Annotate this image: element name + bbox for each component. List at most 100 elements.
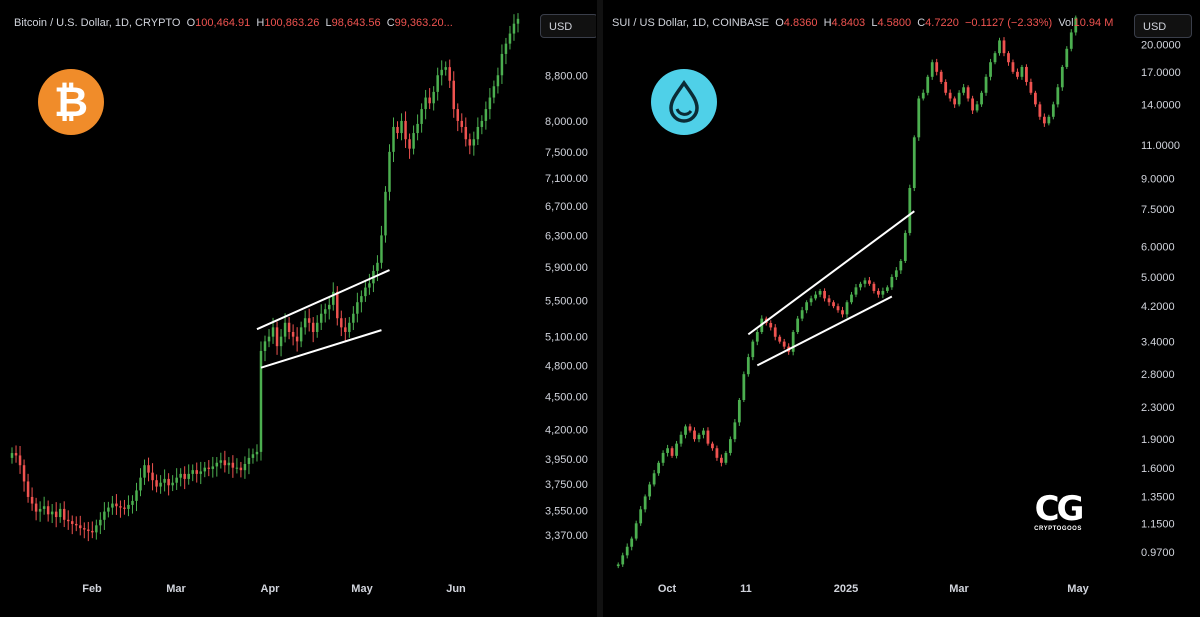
sui-change-value: −0.1127 (−2.33%)	[964, 17, 1053, 29]
sui-symbol: SUI / US Dollar, 1D, COINBASE	[612, 17, 770, 29]
sui-chart[interactable]: 20.0000 17.0000 14.0000 11.0000 9.0000 7.5000…	[604, 0, 1200, 617]
btc-candle-body	[191, 470, 194, 474]
sui-open-value: 4.8360	[783, 17, 818, 29]
btc-candle-body	[22, 465, 26, 482]
btc-open-label: O	[186, 17, 196, 29]
btc-y-tick: 4,500.00	[545, 392, 588, 404]
btc-high-label: H	[256, 17, 265, 29]
btc-x-tick: May	[351, 583, 373, 595]
btc-candle-body	[504, 43, 508, 54]
btc-candle-body	[123, 507, 126, 509]
btc-candle-body	[215, 462, 219, 467]
btc-candle-body	[340, 318, 343, 328]
sui-candle-body	[930, 62, 934, 77]
btc-candle-body	[147, 465, 150, 473]
sui-y-tick: 2.8000	[1141, 369, 1175, 381]
sui-currency-button[interactable]: USD	[1134, 14, 1192, 38]
btc-candle-body	[111, 503, 114, 508]
btc-candle-body	[328, 304, 331, 310]
btc-candle-body	[295, 336, 299, 342]
btc-chart-panel[interactable]: 8,800.00 8,000.00 7,500.00 7,100.00 6,700.00…	[0, 0, 596, 617]
sui-candle-body	[706, 430, 710, 444]
btc-candle-body	[42, 506, 46, 509]
sui-candle-body	[666, 448, 669, 453]
sui-y-tick: 1.3500	[1141, 491, 1175, 503]
sui-candle-body	[841, 310, 844, 315]
sui-candle-body	[684, 426, 687, 435]
sui-candle-body	[616, 564, 620, 567]
sui-candle-body	[966, 87, 970, 99]
btc-candle-body	[472, 139, 476, 146]
sui-candle-body	[809, 298, 813, 303]
sui-candle-body	[643, 496, 647, 510]
sui-candle-body	[948, 92, 952, 99]
sui-y-tick: 11.0000	[1141, 140, 1180, 152]
btc-y-tick: 3,750.00	[545, 479, 588, 491]
sui-candle-body	[908, 188, 912, 233]
btc-candle-body	[195, 470, 198, 474]
sui-candle-body	[1029, 81, 1033, 93]
btc-candle-body	[303, 318, 307, 328]
sui-candle-body	[881, 290, 885, 295]
btc-candle-body	[151, 472, 154, 481]
btc-y-tick: 3,370.00	[545, 530, 588, 542]
sui-close-value: 4.7220	[925, 17, 959, 29]
btc-high-value: 100,863.26	[264, 17, 320, 29]
btc-candle-body	[46, 506, 50, 515]
btc-candle-body	[187, 473, 190, 479]
sui-x-tick: 2025	[834, 583, 858, 595]
btc-candle-body	[143, 465, 146, 478]
sui-candle-body	[1051, 104, 1055, 117]
btc-candle-body	[155, 480, 158, 487]
sui-y-tick: 1.1500	[1141, 518, 1175, 530]
btc-candle-body	[376, 262, 379, 271]
sui-x-tick: Oct	[658, 583, 677, 595]
btc-candle-body	[14, 453, 18, 456]
sui-candle-body	[1069, 32, 1073, 49]
btc-candle-body	[227, 462, 231, 466]
btc-candle-body	[26, 481, 30, 497]
btc-candle-body	[219, 460, 223, 463]
btc-candle-body	[107, 507, 110, 512]
btc-candle-body	[99, 519, 102, 526]
sui-candle-body	[975, 104, 979, 111]
sui-candle-body	[625, 546, 629, 556]
btc-candle-body	[203, 467, 207, 472]
sui-chart-panel[interactable]: 20.0000 17.0000 14.0000 11.0000 9.0000 7.5000…	[604, 0, 1200, 617]
panel-divider[interactable]	[597, 0, 603, 617]
btc-candle-body	[488, 97, 492, 110]
btc-candle-body	[352, 313, 355, 323]
btc-y-tick: 3,950.00	[545, 454, 588, 466]
btc-candle-body	[404, 120, 407, 140]
sui-candle-body	[854, 287, 858, 295]
btc-y-tick: 5,900.00	[545, 262, 588, 274]
btc-candle-body	[408, 139, 411, 149]
sui-low-value: 4.5800	[877, 17, 912, 29]
btc-candle-body	[79, 525, 82, 529]
sui-close-label: C	[917, 17, 926, 29]
btc-candle-body	[388, 151, 391, 192]
btc-candle-body	[62, 508, 66, 520]
btc-x-tick: Apr	[261, 583, 281, 595]
sui-candle-body	[720, 457, 723, 463]
btc-candle-body	[211, 466, 215, 469]
btc-candle-body	[183, 473, 186, 479]
btc-chart[interactable]: 8,800.00 8,000.00 7,500.00 7,100.00 6,700.00…	[0, 0, 596, 617]
sui-y-tick: 1.9000	[1141, 434, 1175, 446]
btc-y-tick: 6,300.00	[545, 230, 588, 242]
btc-channel-line-upper	[256, 269, 390, 331]
btc-candle-body	[448, 67, 451, 81]
btc-candle-body	[508, 33, 512, 44]
sui-candle-body	[850, 294, 853, 303]
btc-currency-button[interactable]: USD	[540, 14, 596, 38]
btc-candle-body	[251, 454, 255, 458]
sui-candle-body	[1065, 48, 1069, 67]
btc-y-tick: 7,500.00	[545, 147, 588, 159]
btc-candle-body	[235, 467, 239, 469]
btc-x-tick: Feb	[82, 583, 102, 595]
sui-candle-body	[733, 422, 737, 440]
sui-x-tick: May	[1067, 583, 1089, 595]
sui-y-tick: 14.0000	[1141, 99, 1181, 111]
btc-candle-body	[332, 291, 335, 305]
sui-y-tick: 2.3000	[1141, 402, 1175, 414]
